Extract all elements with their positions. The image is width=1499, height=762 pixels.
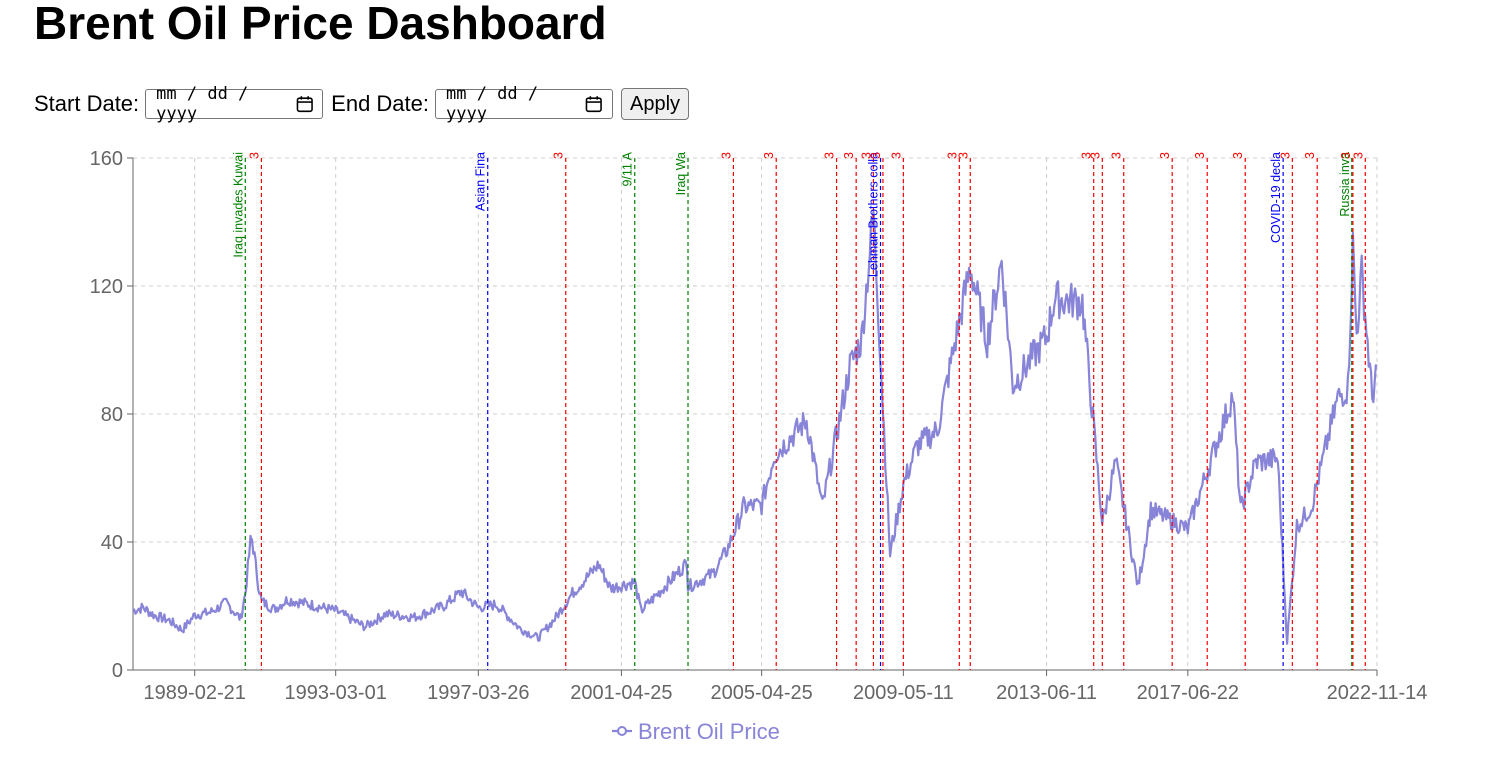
- end-date-label: End Date:: [331, 91, 429, 116]
- apply-button[interactable]: Apply: [621, 88, 690, 120]
- y-tick-label: 160: [90, 148, 123, 170]
- event-label: 3: [1193, 152, 1207, 159]
- legend[interactable]: Brent Oil Price: [612, 719, 780, 744]
- event-label: 3: [719, 152, 733, 159]
- y-tick-label: 0: [112, 660, 123, 682]
- x-tick-label: 2017-06-22: [1137, 682, 1239, 704]
- legend-marker-icon[interactable]: [617, 726, 627, 736]
- y-tick-label: 120: [90, 276, 123, 298]
- event-label: 3: [1278, 152, 1292, 159]
- date-filter-bar: Start Date: mm / dd / yyyy End Date: mm …: [34, 84, 690, 124]
- event-label: 9/11 A: [621, 151, 635, 186]
- calendar-icon[interactable]: [296, 95, 314, 113]
- start-date-label: Start Date:: [34, 91, 140, 116]
- event-label: 3: [1088, 152, 1102, 159]
- event-label: 3: [247, 152, 261, 159]
- y-tick-label: 40: [101, 532, 123, 554]
- event-label: 3: [552, 152, 566, 159]
- axes: 0 40 80 120 160 1989-02-21 1993-03-01 1997-03-2…: [90, 148, 1428, 704]
- legend-label[interactable]: Brent Oil Price: [638, 719, 780, 744]
- x-tick-label: 2005-04-25: [710, 682, 812, 704]
- start-date-input[interactable]: mm / dd / yyyy: [145, 84, 324, 124]
- event-label: 3: [842, 152, 856, 159]
- event-label: 3: [945, 152, 959, 159]
- calendar-icon[interactable]: [585, 95, 603, 113]
- series-line-brent: [132, 210, 1378, 645]
- event-label: Asian Fina: [474, 152, 488, 211]
- start-date-placeholder: mm / dd / yyyy: [156, 84, 249, 124]
- event-label: 3: [869, 152, 883, 159]
- x-tick-label: 1997-03-26: [427, 682, 529, 704]
- y-tick-label: 80: [101, 404, 123, 426]
- event-label: Lehman Brothers colla: [867, 152, 881, 277]
- event-label: 3: [1303, 152, 1317, 159]
- x-tick-label: 1989-02-21: [144, 682, 246, 704]
- event-label: 3: [889, 152, 903, 159]
- x-tick-label: 1993-03-01: [285, 682, 387, 704]
- event-label: COVID-19 decla: [1269, 152, 1283, 243]
- event-label: 3: [1351, 152, 1365, 159]
- event-label: 3: [859, 152, 873, 159]
- event-label: 3: [823, 152, 837, 159]
- page-title: Brent Oil Price Dashboard: [34, 0, 607, 49]
- event-markers: Iraq invades Kuwai 3 Asian Fina 3 9/11 A Iraq…: [231, 151, 1366, 670]
- event-label: Iraq invades Kuwai: [231, 152, 245, 258]
- end-date-placeholder: mm / dd / yyyy: [446, 84, 539, 124]
- event-label: Iraq Wa: [674, 152, 688, 195]
- x-tick-label: 2022-11-14: [1327, 682, 1428, 704]
- event-label: 3: [1080, 152, 1094, 159]
- event-label: 3: [1110, 152, 1124, 159]
- end-date-input[interactable]: mm / dd / yyyy: [435, 84, 613, 124]
- event-label: 3: [1231, 152, 1245, 159]
- event-label: Russia inva: [1338, 152, 1352, 217]
- x-tick-label: 2013-06-11: [996, 682, 1097, 704]
- price-series: [132, 210, 1378, 645]
- event-label: 3: [1339, 152, 1353, 159]
- x-tick-label: 2009-05-11: [853, 682, 954, 704]
- x-tick-label: 2001-04-25: [570, 682, 672, 704]
- event-label: 3: [762, 152, 776, 159]
- event-label: 3: [1158, 152, 1172, 159]
- event-label: 3: [956, 152, 970, 159]
- grid-lines: [133, 157, 1378, 670]
